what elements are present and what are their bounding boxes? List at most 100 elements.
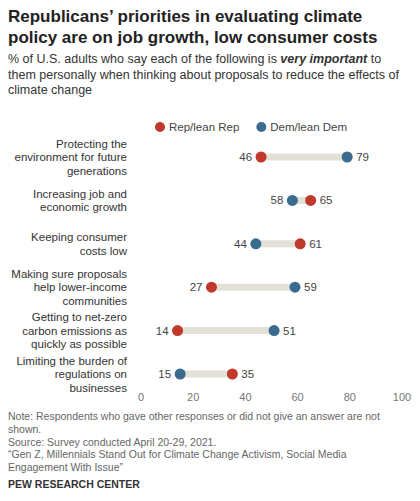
- dot: [342, 152, 353, 163]
- data-label: 61: [309, 238, 322, 250]
- category-label-part: environment for future: [14, 151, 127, 163]
- category-label: environment for future: [14, 151, 127, 163]
- category-label-part: economic growth: [40, 201, 127, 213]
- dot: [287, 195, 298, 206]
- dot: [256, 152, 267, 163]
- category-label-part: help lower-income: [34, 281, 127, 293]
- note-part: Engagement With Issue”: [8, 461, 123, 473]
- x-axis: 0 20 40 60 80 100: [138, 391, 411, 403]
- dot: [227, 369, 238, 380]
- legend: Rep/lean Rep Dem/lean Dem: [155, 121, 347, 133]
- category-label: Protecting the: [56, 138, 127, 150]
- category-label: Getting to net-zero: [32, 311, 127, 323]
- subtitle: % of U.S. adults who say each of the fol…: [8, 52, 381, 66]
- subtitle-part: very important: [277, 52, 368, 66]
- legend-marker: [256, 122, 266, 132]
- category-labels: Protecting theenvironment for future gene…: [11, 138, 127, 394]
- connector: [261, 154, 347, 161]
- subtitle: climate change: [8, 83, 92, 97]
- data-label: 27: [190, 281, 203, 293]
- subtitle-part: them personally when thinking about prop…: [8, 68, 400, 82]
- data-label: 15: [158, 368, 171, 380]
- note: Note: Respondents who gave other respons…: [8, 410, 380, 422]
- dot: [175, 369, 186, 380]
- title-part: policy are on job growth, low consumer c…: [8, 28, 377, 47]
- category-label-part: regulations on: [55, 368, 127, 380]
- chart: Republicans’ priorities in evaluating cl…: [0, 0, 420, 501]
- note-part: Source: Survey conducted April 20-29, 20…: [8, 436, 216, 448]
- title: policy are on job growth, low consumer c…: [8, 28, 377, 47]
- connector: [180, 371, 232, 378]
- note: Source: Survey conducted April 20-29, 20…: [8, 436, 216, 448]
- category-label-part: Keeping consumer: [31, 231, 127, 243]
- dot: [305, 195, 316, 206]
- category-label: businesses: [69, 382, 127, 394]
- category-label: communities: [62, 295, 127, 307]
- category-label: Making sure proposals: [11, 268, 127, 280]
- category-label: costs low: [80, 245, 128, 257]
- subtitle-part: climate change: [8, 83, 92, 97]
- data-label: 65: [320, 194, 333, 206]
- category-label: help lower-income: [34, 281, 127, 293]
- page: {"chart_data": { "type": "dot", "title":…: [0, 0, 420, 501]
- data-labels: 467965586144275914513515: [156, 151, 369, 380]
- category-label-part: communities: [62, 295, 127, 307]
- dot: [269, 325, 280, 336]
- connector: [211, 284, 295, 291]
- legend-marker: [155, 122, 165, 132]
- category-label-part: carbon emissions as: [22, 325, 127, 337]
- dot: [289, 282, 300, 293]
- subtitle-part: % of U.S. adults who say each of the fol…: [8, 52, 277, 66]
- data-label: 51: [283, 325, 296, 337]
- marks: [172, 152, 353, 380]
- dot: [295, 238, 306, 249]
- tick-label: 20: [187, 391, 199, 403]
- category-label: Limiting the burden of: [16, 355, 127, 367]
- category-label: Keeping consumer: [31, 231, 127, 243]
- connector: [256, 240, 300, 247]
- dot: [250, 238, 261, 249]
- category-label: regulations on: [55, 368, 127, 380]
- category-label-part: costs low: [80, 245, 128, 257]
- tick-label: 80: [344, 391, 356, 403]
- legend-label: Rep/lean Rep: [169, 121, 239, 133]
- title: Republicans’ priorities in evaluating cl…: [8, 7, 362, 26]
- data-label: 58: [271, 194, 284, 206]
- note: Engagement With Issue”: [8, 461, 123, 473]
- category-label: economic growth: [40, 201, 127, 213]
- category-label-part: generations: [67, 165, 127, 177]
- legend-label: Dem/lean Dem: [270, 121, 347, 133]
- category-label-part: Getting to net-zero: [32, 311, 127, 323]
- category-label-part: Limiting the burden of: [16, 355, 127, 367]
- footer: Note: Respondents who gave other respons…: [8, 410, 380, 490]
- tick-label: 0: [138, 391, 144, 403]
- tick-label: 40: [239, 391, 251, 403]
- category-label-part: Increasing job and: [33, 188, 127, 200]
- subtitle: them personally when thinking about prop…: [8, 68, 400, 82]
- dot: [206, 282, 217, 293]
- category-label-part: Making sure proposals: [11, 268, 127, 280]
- credit: PEW RESEARCH CENTER: [8, 478, 140, 490]
- category-label-part: quickly as possible: [31, 338, 127, 350]
- tick-label: 60: [291, 391, 303, 403]
- subtitle-part: to: [367, 52, 381, 66]
- note: “Gen Z, Millennials Stand Out for Climat…: [8, 448, 347, 460]
- category-label: carbon emissions as: [22, 325, 127, 337]
- category-label: generations: [67, 165, 127, 177]
- dot: [172, 325, 183, 336]
- connector: [178, 327, 275, 334]
- note-part: Note: Respondents who gave other respons…: [8, 410, 380, 422]
- note: shown.: [8, 423, 41, 435]
- title-part: Republicans’ priorities in evaluating cl…: [8, 7, 362, 26]
- category-label: quickly as possible: [31, 338, 127, 350]
- category-label-part: Protecting the: [56, 138, 127, 150]
- note-part: shown.: [8, 423, 41, 435]
- category-label: Increasing job and: [33, 188, 127, 200]
- tick-label: 100: [393, 391, 411, 403]
- data-label: 14: [156, 325, 169, 337]
- data-label: 79: [356, 151, 369, 163]
- data-label: 44: [234, 238, 247, 250]
- data-label: 46: [239, 151, 252, 163]
- note-part: “Gen Z, Millennials Stand Out for Climat…: [8, 448, 347, 460]
- data-label: 59: [304, 281, 317, 293]
